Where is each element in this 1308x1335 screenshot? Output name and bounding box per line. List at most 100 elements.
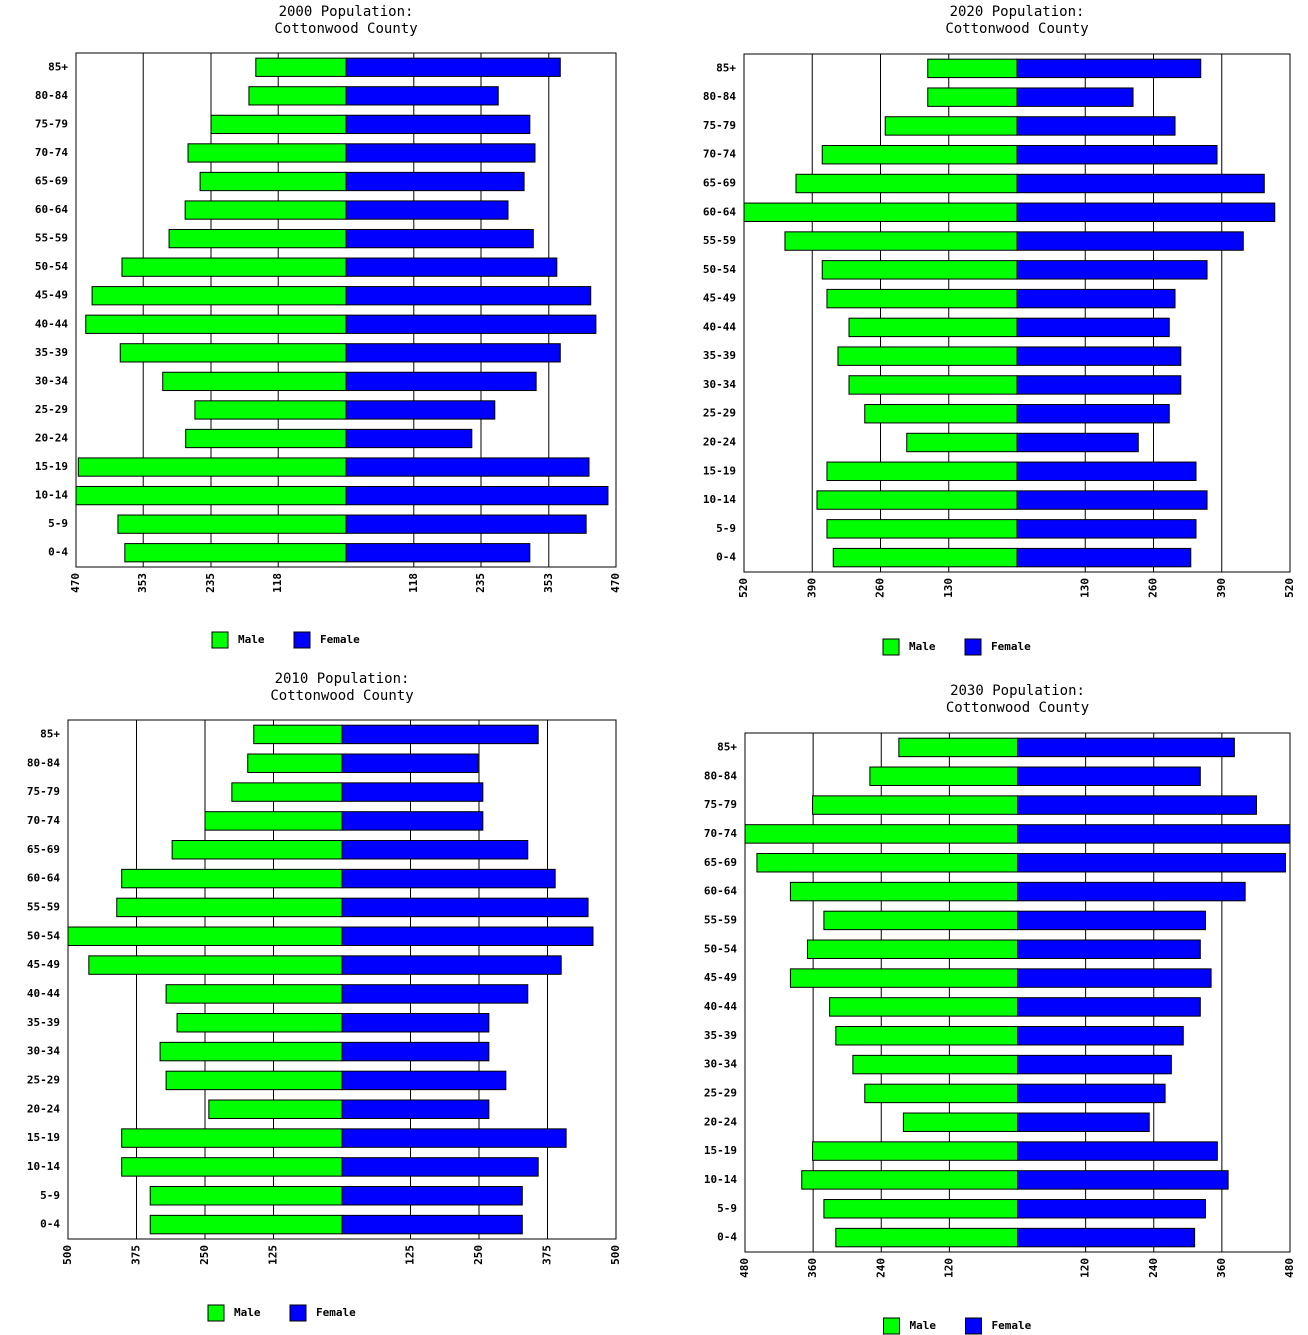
bar (906, 432, 1018, 453)
legend-label: Male (909, 640, 936, 653)
bar (85, 314, 347, 334)
bar (187, 143, 347, 163)
legend-label: Female (316, 1306, 356, 1319)
legend-label: Male (238, 633, 265, 646)
bar (119, 343, 347, 363)
category-label: 80-84 (704, 769, 737, 782)
category-label: 30-34 (703, 378, 736, 391)
x-tick-label: 260 (1147, 578, 1160, 598)
x-tick-label: 120 (1079, 1258, 1092, 1278)
category-label: 60-64 (35, 203, 68, 216)
category-label: 30-34 (35, 374, 68, 387)
x-tick-label: 480 (738, 1258, 751, 1278)
bar (91, 286, 347, 306)
bar (231, 782, 343, 802)
bar (176, 1013, 343, 1033)
bar (927, 58, 1018, 79)
category-label: 40-44 (703, 320, 736, 333)
bar (149, 1214, 343, 1235)
category-label: 10-14 (703, 493, 736, 506)
bar (852, 1054, 1018, 1075)
x-tick-label: 390 (805, 578, 818, 598)
bar (1017, 997, 1201, 1017)
bar (345, 400, 496, 420)
bar (67, 926, 343, 946)
bar (1016, 490, 1208, 510)
category-label: 35-39 (704, 1029, 737, 1042)
x-tick-label: 235 (474, 573, 487, 593)
bar (744, 824, 1018, 844)
category-label: 60-64 (704, 885, 737, 898)
x-tick-label: 130 (1078, 578, 1091, 598)
bar (345, 428, 473, 449)
bar (345, 57, 561, 77)
bar (341, 1128, 567, 1148)
category-label: 55-59 (703, 234, 736, 247)
bar (826, 461, 1018, 481)
legend-label: Female (992, 1319, 1032, 1332)
category-label: 15-19 (27, 1131, 60, 1144)
bar (826, 519, 1018, 539)
x-tick-label: 390 (1215, 578, 1228, 598)
bar (199, 171, 347, 192)
bar (812, 1141, 1019, 1161)
category-label: 45-49 (703, 292, 736, 305)
category-label: 5-9 (48, 517, 68, 530)
legend-swatch (882, 638, 900, 656)
bar (864, 404, 1018, 424)
plot-frame (744, 732, 1291, 1253)
bar (121, 868, 343, 889)
category-label: 50-54 (704, 942, 737, 955)
chart-title: 2020 Population: (950, 4, 1085, 20)
bar (848, 375, 1018, 395)
category-label: 85+ (40, 727, 60, 740)
bar (341, 811, 484, 831)
category-label: 50-54 (703, 263, 736, 276)
chart-subtitle: Cottonwood County (945, 21, 1088, 37)
x-tick-label: 235 (204, 573, 217, 593)
category-label: 50-54 (35, 260, 68, 273)
category-label: 20-24 (35, 432, 68, 445)
bar (789, 968, 1019, 988)
x-tick-label: 118 (271, 573, 284, 593)
bar (345, 543, 531, 563)
bar (829, 997, 1019, 1017)
bar (116, 897, 343, 918)
bar (1016, 145, 1218, 165)
category-label: 35-39 (703, 349, 736, 362)
bar (341, 840, 529, 860)
bar (345, 171, 525, 192)
bar (345, 200, 509, 220)
bar (756, 853, 1018, 873)
category-label: 30-34 (27, 1045, 60, 1058)
bar (821, 260, 1018, 280)
bar (247, 753, 343, 773)
category-label: 70-74 (703, 148, 736, 161)
bar (1016, 461, 1197, 481)
category-label: 80-84 (27, 756, 60, 769)
category-label: 85+ (716, 61, 736, 74)
bar (1017, 1026, 1184, 1046)
bar (1017, 1141, 1218, 1161)
category-label: 20-24 (27, 1102, 60, 1115)
bar (345, 457, 590, 477)
legend-label: Male (234, 1306, 261, 1319)
legend-swatch (207, 1304, 225, 1322)
bar (75, 485, 347, 506)
x-tick-label: 130 (942, 578, 955, 598)
category-label: 75-79 (703, 119, 736, 132)
category-label: 50-54 (27, 929, 60, 942)
bar (902, 1112, 1018, 1132)
chart-title: 2010 Population: (275, 671, 410, 687)
bar (1016, 58, 1202, 79)
bar (345, 514, 587, 534)
bar (1017, 853, 1286, 873)
bar (341, 868, 556, 889)
bar (162, 371, 347, 392)
bar (77, 457, 347, 477)
legend-label: Male (910, 1319, 937, 1332)
bar (185, 428, 347, 449)
bar (248, 86, 347, 106)
legend-swatch (293, 631, 311, 649)
